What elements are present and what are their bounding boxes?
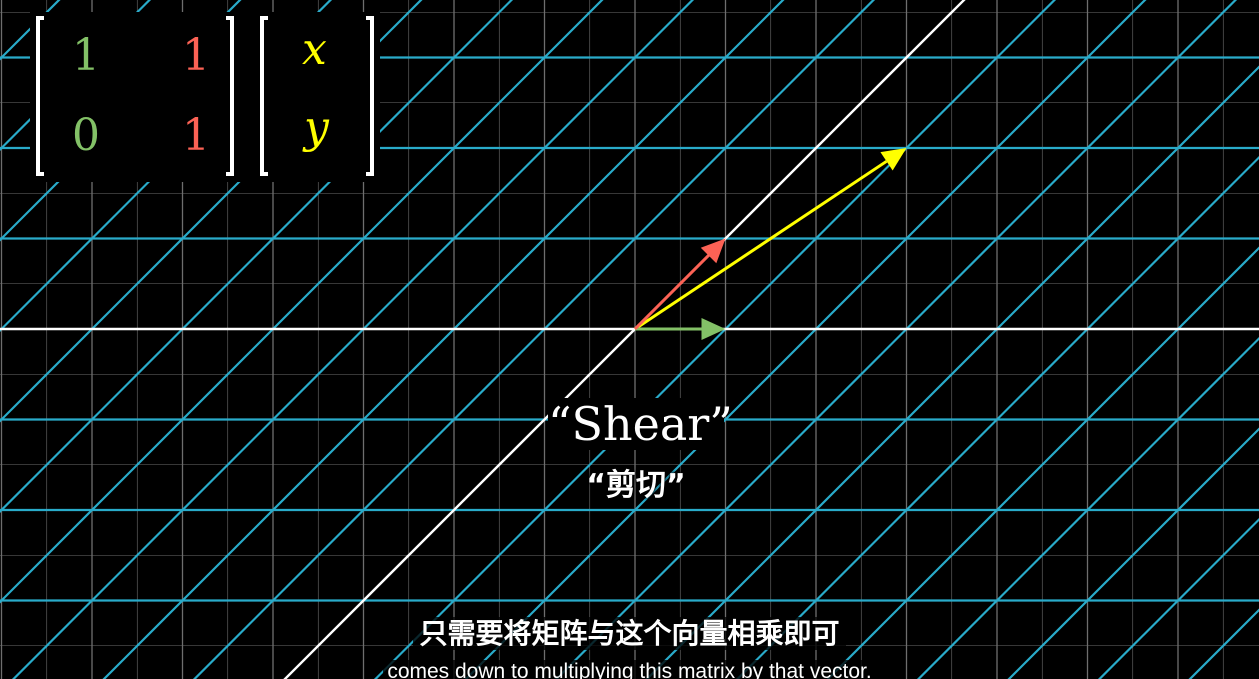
- subtitle-english: comes down to multiplying this matrix by…: [0, 658, 1259, 679]
- matrix-right-bracket: [226, 16, 234, 176]
- subtitle-english-text: comes down to multiplying this matrix by…: [383, 660, 876, 679]
- j-hat-arrow-shaft: [633, 254, 710, 331]
- vector-entry-y: y: [304, 102, 329, 153]
- vector-right-bracket: [366, 16, 374, 176]
- shear-label-chinese: “剪切”: [586, 468, 686, 503]
- shear-label: “Shear”: [548, 397, 733, 451]
- transformed-slanted-line: [826, 246, 1259, 679]
- transformed-vector-arrow: [634, 148, 907, 331]
- matrix-entry-a: 1: [72, 30, 100, 81]
- matrix-expression: 1 1 0 1 x y: [30, 12, 380, 182]
- transformed-slanted-line: [554, 0, 1238, 679]
- vector-entry-x: x: [302, 24, 327, 75]
- basis-vectors: [633, 148, 907, 340]
- subtitle-chinese: 只需要将矩阵与这个向量相乘即可: [0, 614, 1259, 654]
- j-hat-arrow: [633, 238, 726, 331]
- transformed-vector-arrow-shaft: [634, 160, 888, 331]
- i-hat-arrow-tip: [701, 318, 726, 340]
- matrix-entry-b: 1: [182, 30, 210, 81]
- subtitle-chinese-text: 只需要将矩阵与这个向量相乘即可: [413, 617, 846, 650]
- transformed-slanted-line: [1097, 517, 1259, 679]
- transformed-vector-arrow-tip: [880, 148, 907, 171]
- matrix-left-bracket: [36, 16, 44, 176]
- transformed-slanted-line: [1088, 0, 1259, 679]
- transformed-slanted-line: [1188, 608, 1259, 679]
- matrix-entry-d: 1: [182, 110, 210, 161]
- transformed-slanted-line: [645, 65, 1259, 679]
- transformed-slanted-line: [735, 155, 1259, 679]
- vector-left-bracket: [260, 16, 268, 176]
- j-hat-arrow-tip: [700, 238, 726, 264]
- transformed-slanted-line: [1178, 0, 1259, 679]
- transformed-slanted-line: [1007, 427, 1259, 679]
- matrix-entry-c: 0: [72, 110, 100, 161]
- i-hat-arrow: [635, 318, 726, 340]
